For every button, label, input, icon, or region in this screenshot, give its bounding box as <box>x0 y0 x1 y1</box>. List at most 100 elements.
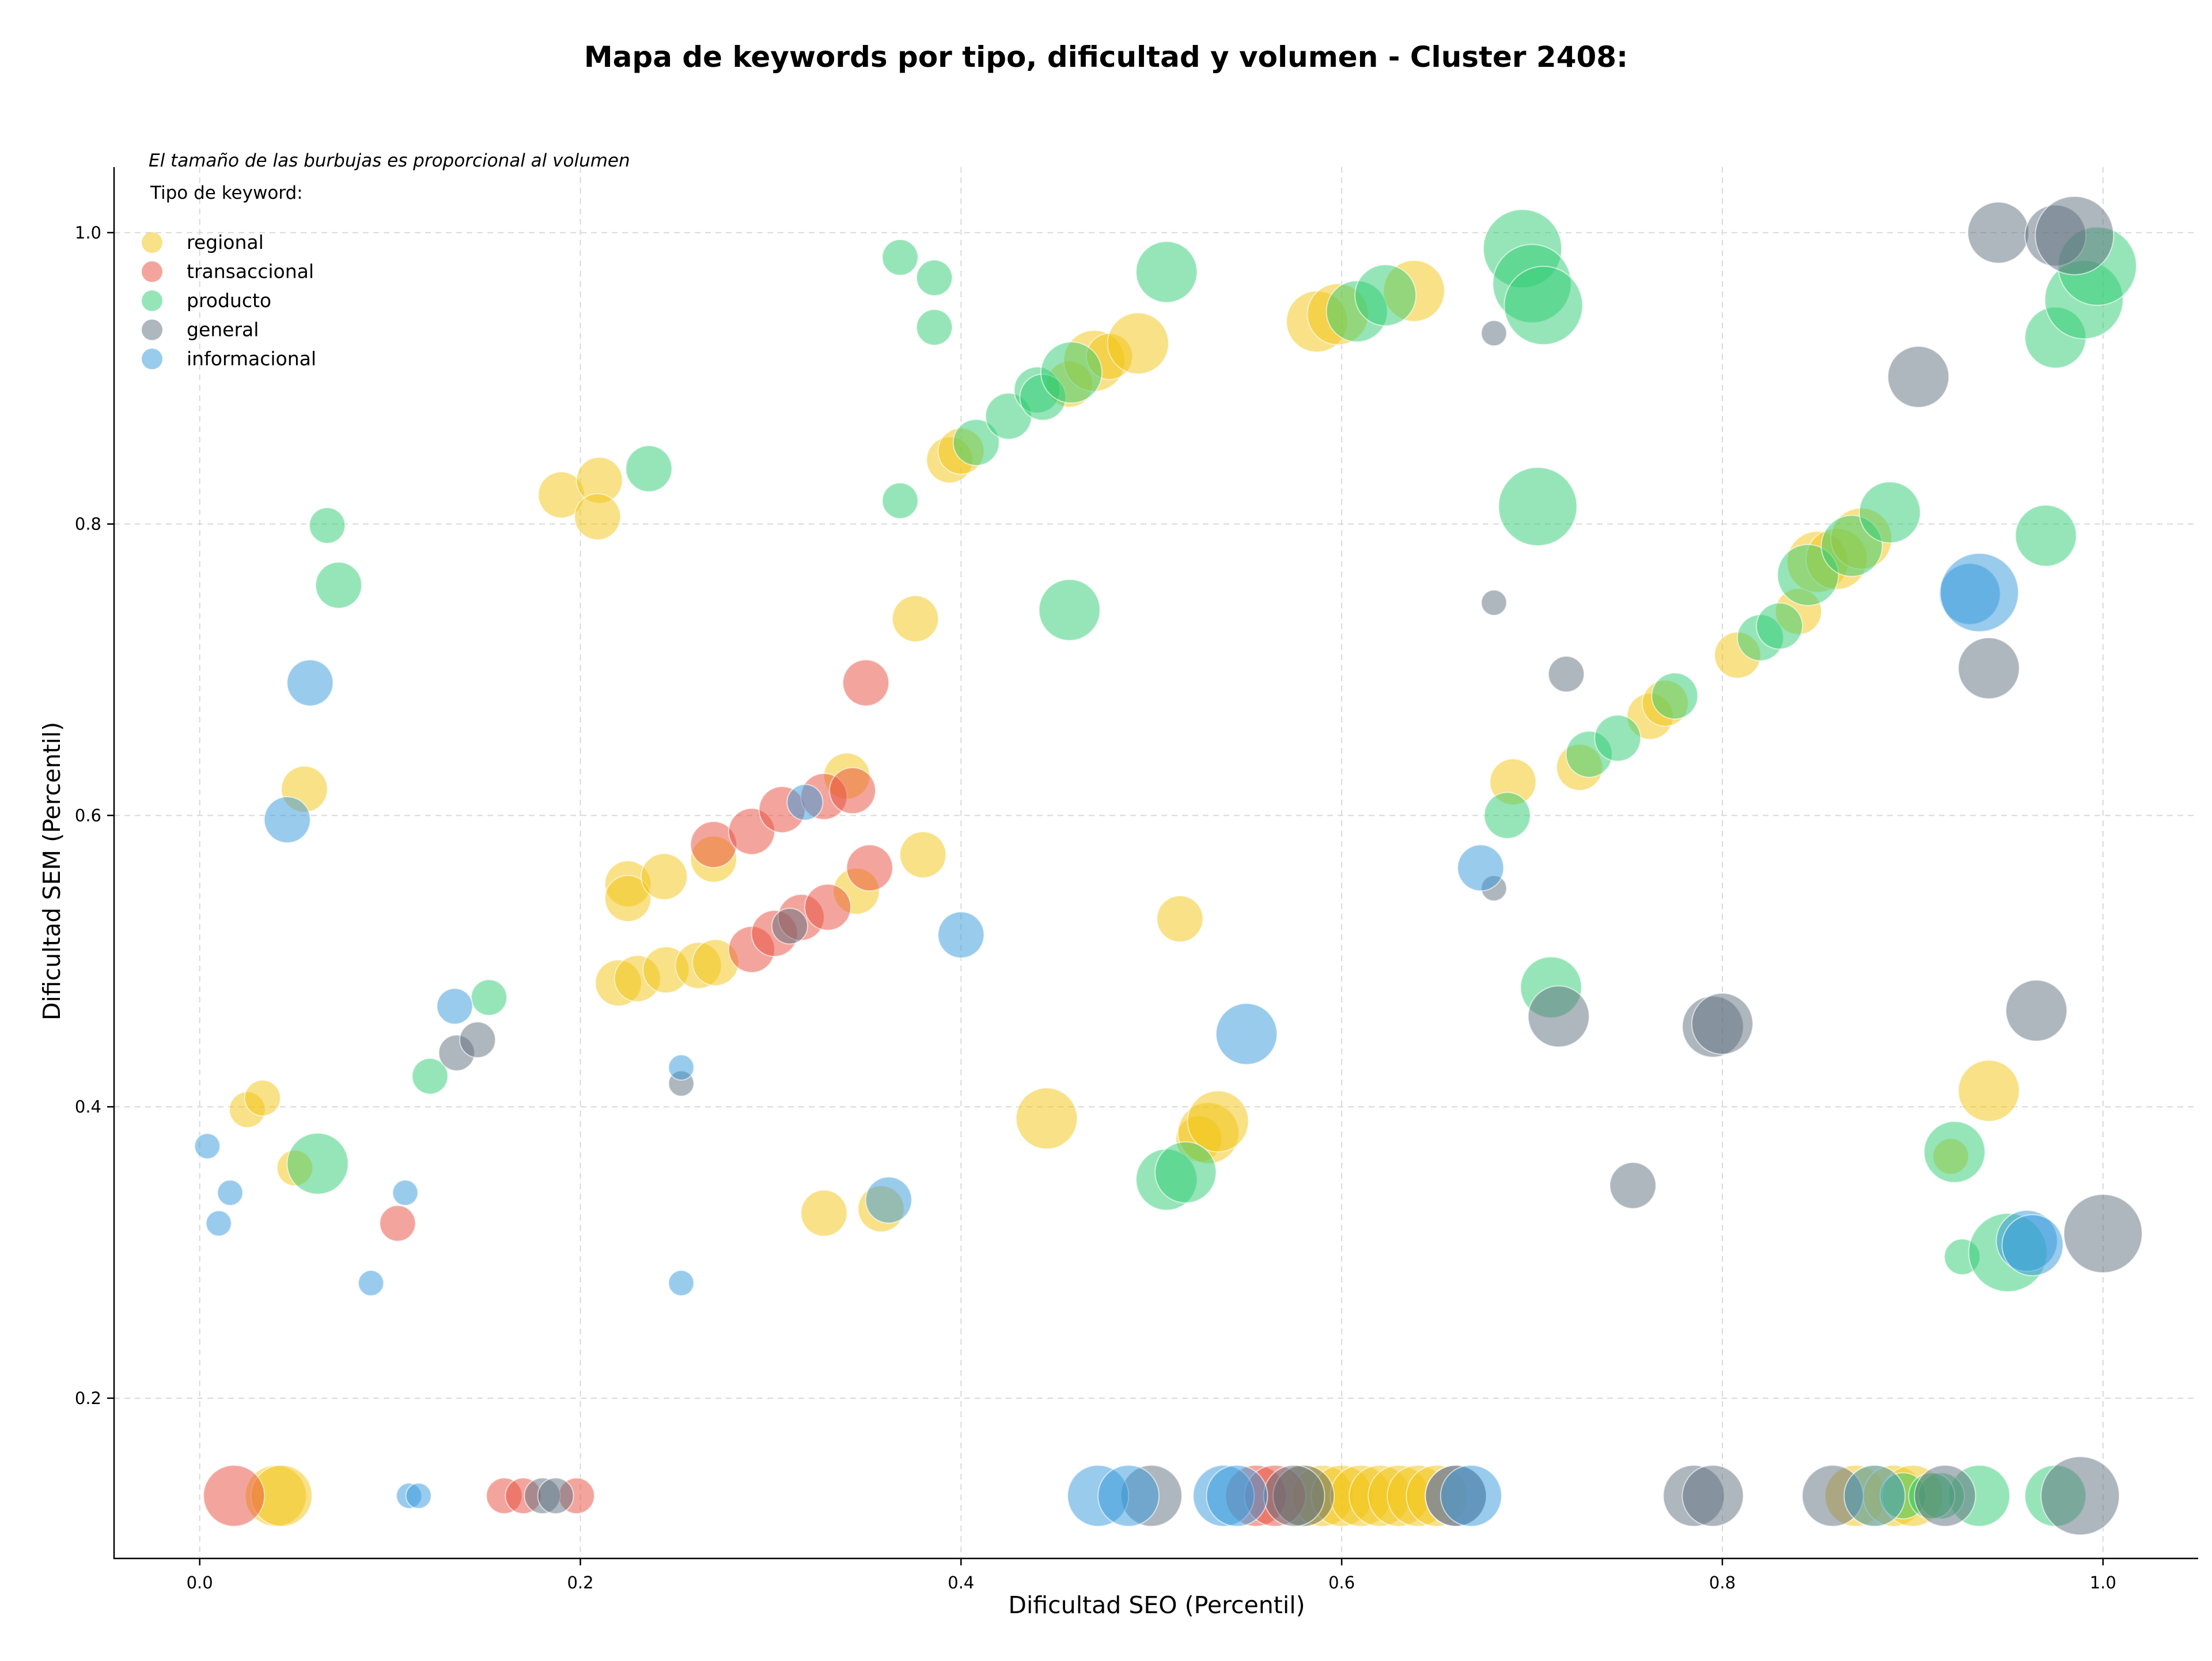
data-point <box>668 1270 695 1297</box>
data-point <box>804 883 852 931</box>
axis-spines <box>113 167 2198 1560</box>
data-point <box>459 1021 497 1058</box>
data-point <box>2063 1194 2143 1274</box>
data-point <box>315 561 362 609</box>
data-point <box>1457 844 1505 892</box>
chart-title: Mapa de keywords por tipo, dificultad y … <box>584 40 1628 74</box>
series-informacional <box>194 553 2064 1527</box>
data-point <box>1215 1002 1278 1065</box>
data-point <box>436 987 474 1025</box>
data-point <box>1154 1141 1217 1204</box>
series-transaccional <box>203 659 1487 1527</box>
x-tick-label: 0.0 <box>187 1573 213 1592</box>
data-point <box>2001 1214 2064 1277</box>
data-point <box>1609 1161 1657 1209</box>
data-point <box>937 911 985 959</box>
data-point <box>217 1179 244 1206</box>
x-tick-label: 0.2 <box>567 1573 593 1592</box>
data-point <box>1354 264 1417 327</box>
data-point <box>1858 481 1921 544</box>
data-point <box>1187 1090 1249 1153</box>
data-point <box>1967 201 2030 264</box>
data-point <box>379 1205 416 1242</box>
data-point <box>604 875 652 922</box>
data-point <box>2035 195 2115 275</box>
data-point <box>668 1054 695 1081</box>
data-point <box>1156 895 1204 943</box>
data-point <box>1957 1060 2020 1122</box>
legend-marker-informacional <box>142 349 162 369</box>
legend-label-general: general <box>187 319 259 341</box>
data-point <box>2005 979 2068 1042</box>
data-point <box>1527 985 1590 1048</box>
legend-marker-transaccional <box>142 261 162 282</box>
legend-label-producto: producto <box>187 289 271 312</box>
data-point <box>286 1132 349 1195</box>
legend-label-transaccional: transaccional <box>187 260 314 283</box>
data-point <box>786 784 824 821</box>
data-point <box>828 767 876 815</box>
y-tick-label: 0.8 <box>75 514 101 534</box>
legend-items: regional transaccional producto general info… <box>142 231 316 370</box>
data-point <box>574 493 622 540</box>
data-points <box>194 195 2143 1536</box>
data-point <box>1206 1465 1268 1527</box>
data-point <box>1263 1465 1325 1527</box>
data-point <box>846 844 893 892</box>
data-point <box>865 1176 912 1224</box>
data-point <box>205 1210 232 1237</box>
y-tick-label: 0.6 <box>75 805 101 825</box>
data-point <box>1691 992 1753 1055</box>
legend-marker-general <box>142 319 162 340</box>
data-point <box>1940 553 2020 633</box>
data-point <box>1016 1087 1078 1150</box>
data-point <box>1135 241 1198 304</box>
data-point <box>1681 1465 1744 1527</box>
series-producto <box>286 209 2137 1527</box>
x-tick-label: 0.4 <box>948 1573 974 1592</box>
legend-label-regional: regional <box>187 231 264 253</box>
legend-marker-producto <box>142 290 162 311</box>
data-point <box>411 1057 449 1095</box>
data-point <box>1923 1121 1986 1183</box>
data-point <box>1843 1465 1906 1527</box>
data-point <box>1756 602 1804 650</box>
series-regional <box>229 259 2020 1527</box>
data-point <box>952 418 1000 466</box>
data-point <box>1107 312 1169 374</box>
legend-marker-regional <box>142 232 162 253</box>
data-point <box>470 979 507 1016</box>
data-point <box>2040 1456 2120 1536</box>
data-point <box>771 907 808 945</box>
legend-label-informacional: informacional <box>187 347 316 370</box>
data-point <box>1440 1465 1502 1527</box>
data-point <box>881 482 919 520</box>
data-point <box>203 1465 266 1527</box>
data-point <box>640 853 688 901</box>
data-point <box>842 659 890 707</box>
y-tick-label: 1.0 <box>75 223 101 243</box>
grid <box>114 167 2198 1558</box>
data-point <box>2014 504 2077 567</box>
data-point <box>244 1079 281 1117</box>
data-point <box>1498 467 1578 547</box>
x-tick-label: 0.6 <box>1328 1573 1355 1592</box>
y-tick-label: 0.4 <box>75 1097 101 1117</box>
data-point <box>1038 578 1101 641</box>
data-point <box>1548 656 1585 693</box>
data-point <box>1777 544 1839 607</box>
data-point <box>1957 637 2020 699</box>
data-point <box>899 831 947 879</box>
data-point <box>392 1179 419 1206</box>
data-point <box>1914 1465 1976 1527</box>
data-point <box>800 1189 848 1237</box>
legend-note: El tamaño de las burbujas es proporciona… <box>149 150 630 171</box>
data-point <box>892 595 940 642</box>
x-axis-label: Dificultad SEO (Percentil) <box>1008 1591 1305 1619</box>
x-tick-label: 1.0 <box>2090 1573 2116 1592</box>
data-point <box>625 445 673 493</box>
data-point <box>1503 266 1584 346</box>
data-point <box>1040 341 1103 404</box>
data-point <box>1887 346 1950 408</box>
legend-title: Tipo de keyword: <box>150 183 303 203</box>
